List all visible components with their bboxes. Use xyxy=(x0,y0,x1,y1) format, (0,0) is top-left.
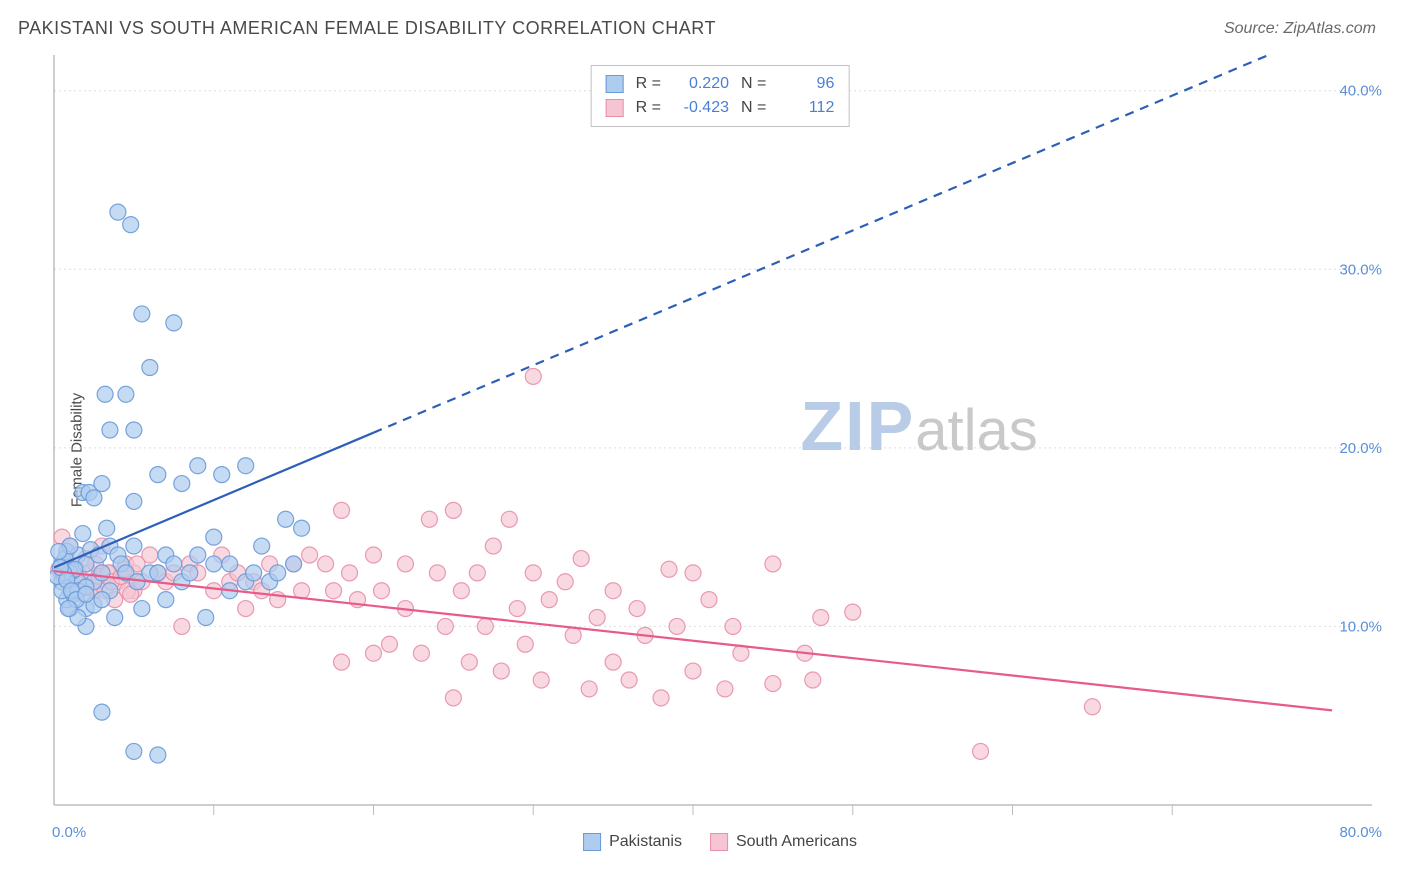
legend-label-south-american: South Americans xyxy=(736,833,857,851)
stats-row-south-american: R = -0.423 N = 112 xyxy=(606,96,835,120)
svg-text:20.0%: 20.0% xyxy=(1339,440,1382,457)
svg-text:0.0%: 0.0% xyxy=(52,824,86,841)
n-label: N = xyxy=(741,96,766,120)
legend-swatch-pakistani xyxy=(583,833,601,851)
legend-item-south-american: South Americans xyxy=(710,833,857,851)
svg-text:80.0%: 80.0% xyxy=(1339,824,1382,841)
scatter-plot: 10.0% 20.0% 30.0% 40.0% 0.0% 80.0% ZIPatlas xyxy=(50,55,1390,845)
legend: Pakistanis South Americans xyxy=(583,833,857,851)
n-label: N = xyxy=(741,72,766,96)
r-label: R = xyxy=(636,72,661,96)
svg-text:30.0%: 30.0% xyxy=(1339,261,1382,278)
stats-row-pakistani: R = 0.220 N = 96 xyxy=(606,72,835,96)
correlation-stats-box: R = 0.220 N = 96 R = -0.423 N = 112 xyxy=(591,65,850,127)
legend-swatch-south-american xyxy=(710,833,728,851)
swatch-pakistani xyxy=(606,75,624,93)
svg-text:ZIPatlas: ZIPatlas xyxy=(800,387,1037,465)
chart-title: PAKISTANI VS SOUTH AMERICAN FEMALE DISAB… xyxy=(18,18,716,39)
r-value-south-american: -0.423 xyxy=(673,96,729,120)
source-citation: Source: ZipAtlas.com xyxy=(1224,20,1376,38)
n-value-south-american: 112 xyxy=(778,96,834,120)
chart-container: Female Disability 10.0%20.0%30.0%40.0%0.… xyxy=(50,55,1390,845)
n-value-pakistani: 96 xyxy=(778,72,834,96)
legend-label-pakistani: Pakistanis xyxy=(609,833,682,851)
legend-item-pakistani: Pakistanis xyxy=(583,833,682,851)
svg-text:40.0%: 40.0% xyxy=(1339,83,1382,100)
svg-text:10.0%: 10.0% xyxy=(1339,618,1382,635)
r-label: R = xyxy=(636,96,661,120)
r-value-pakistani: 0.220 xyxy=(673,72,729,96)
swatch-south-american xyxy=(606,99,624,117)
